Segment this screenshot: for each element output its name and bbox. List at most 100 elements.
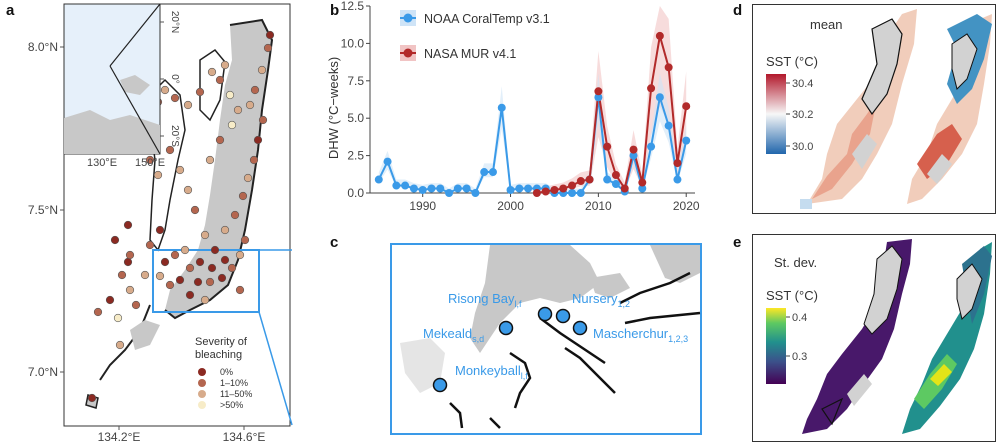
site-dot: [257, 65, 267, 75]
lon-tick-134-6: 134.6°E: [223, 430, 266, 444]
zoom-reef-lines: [449, 271, 701, 429]
site-dot: [258, 115, 268, 125]
lon-tick-134-2: 134.2°E: [98, 430, 141, 444]
site-dot: [125, 250, 135, 260]
site-dot: [250, 85, 260, 95]
site-dot: [105, 295, 115, 305]
site-dot: [215, 135, 225, 145]
site-dot: [243, 173, 253, 183]
legend-title-2: bleaching: [195, 349, 242, 361]
site-dot: [117, 270, 127, 280]
site-dot: [165, 145, 175, 155]
data-point-0: [392, 181, 401, 190]
lat-tick-7-5: 7.5°N: [28, 203, 58, 217]
panel-label-e: e: [733, 234, 742, 251]
legend-label-2: 11–50%: [220, 389, 252, 399]
site-dot: [193, 277, 203, 287]
panel-e-tick-0: 0.4: [792, 312, 807, 324]
x-tick-label: 2020: [673, 199, 700, 213]
site-dot: [160, 85, 170, 95]
series-line-0: [377, 96, 688, 195]
panel-label-a: a: [6, 2, 15, 19]
data-point-0: [488, 168, 497, 177]
site-dot: [160, 257, 170, 267]
site-dot: [175, 165, 185, 175]
data-point-0: [409, 184, 418, 193]
data-point-0: [445, 189, 454, 197]
data-point-0: [611, 180, 620, 189]
panel-label-b: b: [330, 2, 340, 19]
data-point-1: [559, 184, 568, 193]
zoom-landmass: [400, 245, 700, 393]
panel-d-mean-sst: mean SST (°C) 30.4 30.2 30.0: [752, 4, 996, 214]
site-dot: [131, 300, 141, 310]
site-dot: [220, 60, 230, 70]
data-point-1: [620, 184, 629, 193]
sd-sst-raster-left: [802, 239, 912, 434]
data-point-1: [673, 159, 682, 168]
site-dot: [238, 191, 248, 201]
site-dot: [225, 90, 235, 100]
site-dot: [93, 307, 103, 317]
inset-map: 20°N 0° 20°S 130°E 150°E: [63, 3, 180, 169]
data-point-0: [515, 184, 524, 193]
site-dot: [185, 263, 195, 273]
data-point-0: [655, 93, 664, 102]
mean-sst-raster-right: [907, 14, 992, 204]
site-marker-risong-bay: [537, 306, 553, 322]
panel-e-scale-label: SST (°C): [766, 288, 818, 303]
x-tick-label: 1990: [409, 199, 436, 213]
legend-dot-0: [198, 368, 206, 376]
site-label-mekeald: Mekealds,d: [423, 326, 484, 344]
site-dot: [235, 285, 245, 295]
site-dot: [245, 100, 255, 110]
survey-sites: [87, 30, 275, 403]
data-point-0: [506, 186, 515, 195]
data-point-0: [418, 186, 427, 195]
site-label-mascherchur: Mascherchur1,2,3: [593, 326, 688, 344]
legend-label-1: 1–10%: [220, 378, 248, 388]
site-dot: [145, 240, 155, 250]
y-tick-label: 5.0: [347, 111, 364, 125]
site-label-nursery: Nursery1,2: [572, 291, 630, 309]
data-point-1: [550, 186, 559, 195]
data-point-0: [603, 175, 612, 184]
data-point-1: [611, 171, 620, 180]
site-dot: [249, 155, 259, 165]
viridis-colorbar: [766, 308, 786, 384]
y-tick-label: 7.5: [347, 74, 364, 88]
inset-lat-0: 0°: [169, 74, 180, 84]
site-dot: [227, 120, 237, 130]
site-dot: [240, 235, 250, 245]
data-point-0: [480, 168, 489, 177]
site-dot: [220, 255, 230, 265]
data-point-0: [682, 136, 691, 145]
data-point-1: [629, 145, 638, 154]
data-point-1: [638, 178, 647, 187]
legend-label-0: 0%: [220, 367, 233, 377]
data-point-0: [664, 121, 673, 130]
panel-c-zoom-map: Risong Bayl,f Nursery1,2 Mekealds,d Masc…: [390, 243, 702, 435]
site-marker-mekeald: [498, 320, 514, 336]
site-dot: [263, 43, 273, 53]
site-dot: [233, 105, 243, 115]
site-marker-nursery: [555, 308, 571, 324]
legend-marker-mur: [403, 48, 413, 58]
data-point-1: [541, 187, 550, 196]
site-dot: [227, 263, 237, 273]
site-dot: [205, 277, 215, 287]
inset-lon-150e: 150°E: [135, 157, 165, 169]
data-point-0: [401, 181, 410, 190]
site-marker-mascherchur: [572, 320, 588, 336]
panel-label-c: c: [330, 234, 339, 251]
site-dot: [153, 170, 163, 180]
y-tick-label: 2.5: [347, 149, 364, 163]
site-dot: [123, 220, 133, 230]
site-dot: [113, 313, 123, 323]
site-dot: [195, 87, 205, 97]
legend-dot-2: [198, 390, 206, 398]
lat-tick-8: 8.0°N: [28, 40, 58, 54]
data-point-0: [568, 189, 577, 197]
panel-d-title: mean: [810, 17, 843, 32]
y-tick-label: 0.0: [347, 186, 364, 200]
